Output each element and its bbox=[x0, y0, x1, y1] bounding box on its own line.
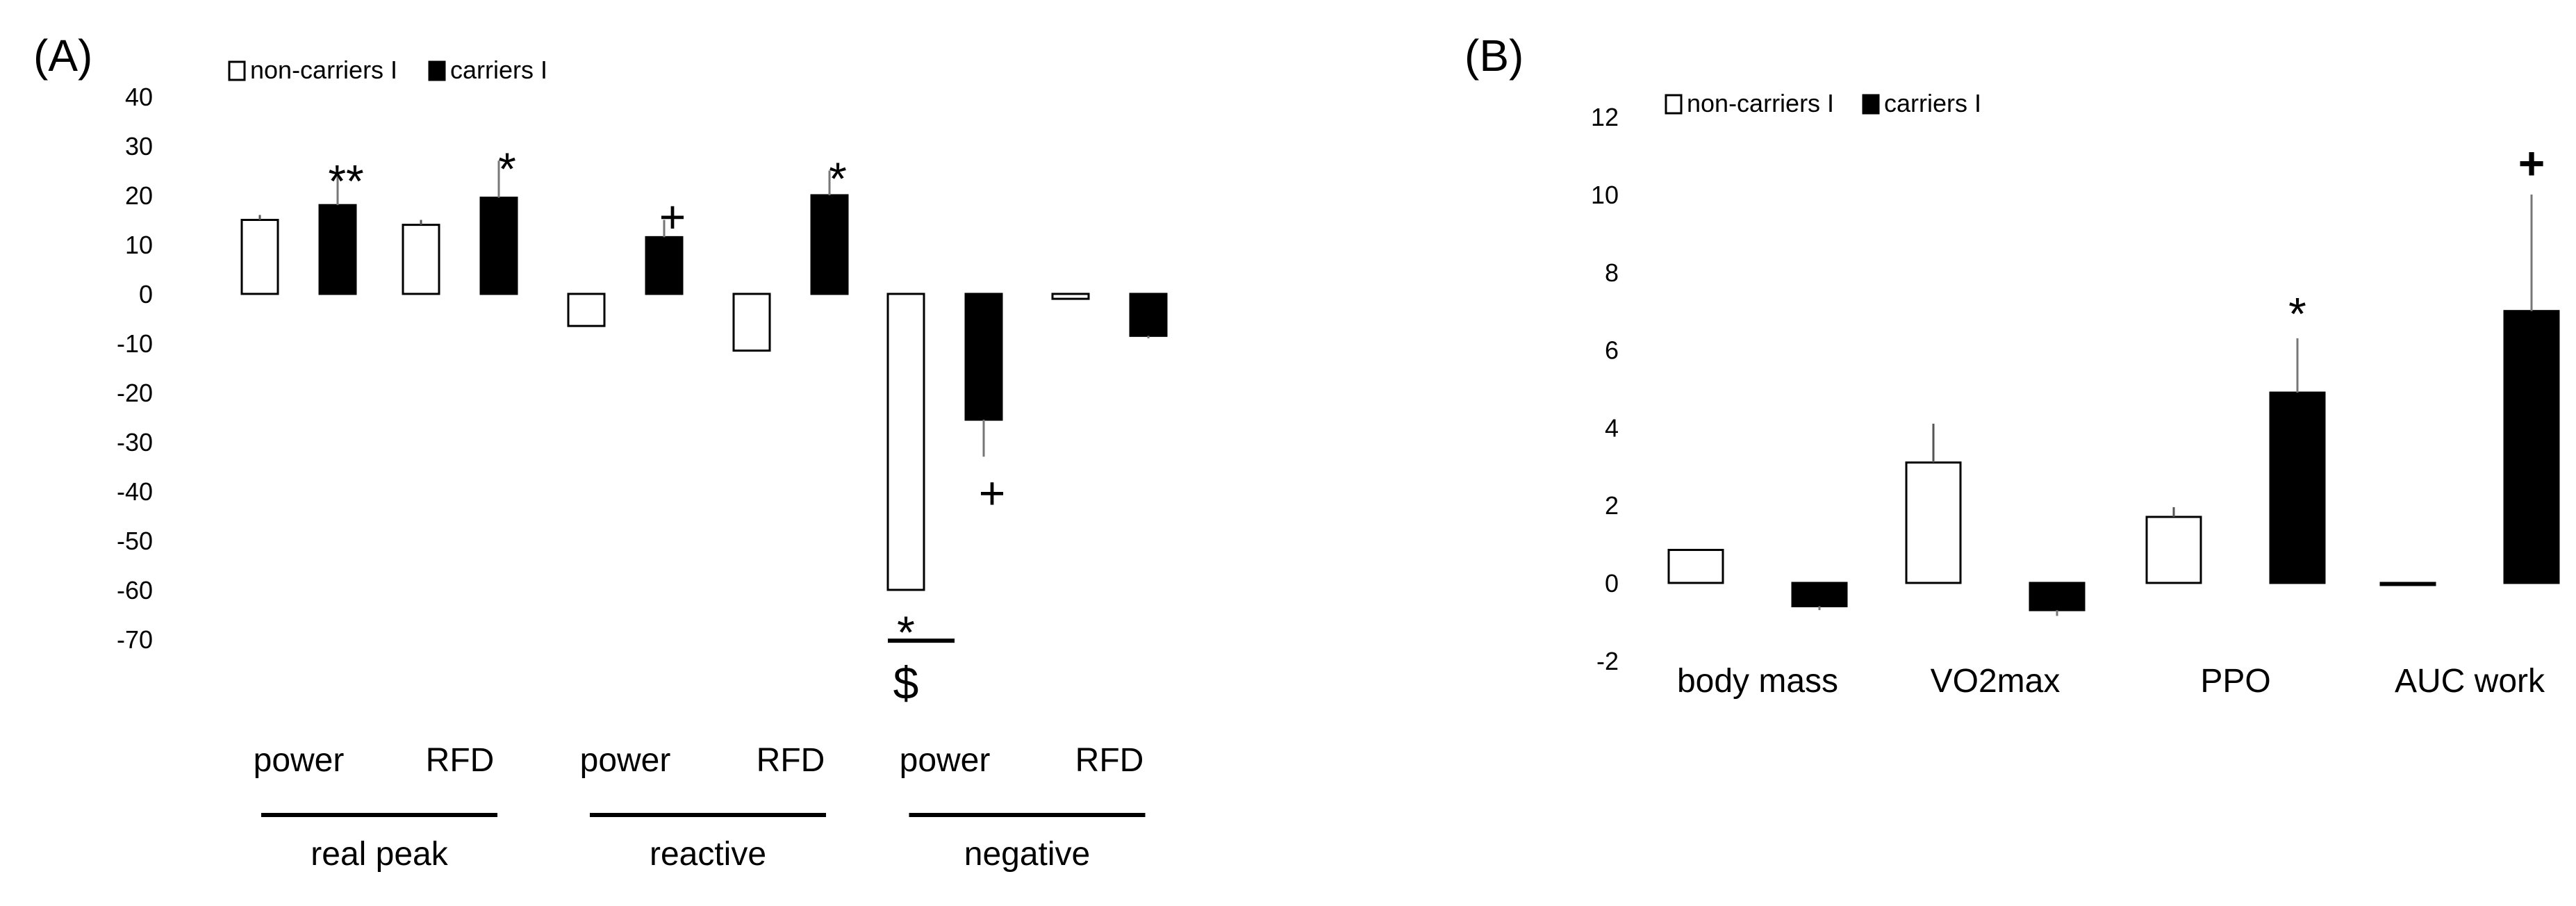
bar-carriers bbox=[964, 293, 1003, 421]
significance-marker: * bbox=[829, 153, 847, 204]
legend-item: carriers I bbox=[1862, 89, 1981, 117]
y-tick-label: 0 bbox=[139, 280, 153, 308]
legend-item: carriers I bbox=[428, 56, 547, 84]
y-tick-label: -20 bbox=[117, 379, 153, 407]
group-label: reactive bbox=[650, 836, 766, 873]
bar-non-carriers bbox=[1667, 548, 1724, 584]
x-category-label: PPO bbox=[2200, 663, 2270, 700]
group-label: negative bbox=[964, 836, 1090, 873]
x-category-label: AUC work bbox=[2395, 663, 2545, 700]
bar-carriers bbox=[2269, 391, 2326, 584]
legend-label: carriers I bbox=[450, 56, 547, 84]
y-tick-label: -70 bbox=[117, 625, 153, 654]
bar-carriers bbox=[318, 204, 357, 295]
legend: non-carriers I carriers I bbox=[228, 56, 547, 84]
x-category-label: RFD bbox=[757, 742, 825, 779]
y-tick-label: -40 bbox=[117, 477, 153, 506]
y-tick-label: 2 bbox=[1605, 491, 1619, 520]
x-category-label: power bbox=[900, 742, 991, 779]
legend-swatch bbox=[228, 60, 246, 81]
bar-non-carriers bbox=[886, 293, 925, 591]
bar-non-carriers bbox=[2145, 516, 2202, 584]
chart-panel-a: (A) 40 30 20 10 0 -10 -20 -30 -40 -50 -60 -70 non-car… bbox=[33, 31, 1168, 873]
bar-carriers bbox=[2503, 310, 2560, 584]
x-category-label: power bbox=[254, 742, 345, 779]
x-category-label: RFD bbox=[1075, 742, 1144, 779]
y-tick-label: -60 bbox=[117, 576, 153, 604]
bar-non-carriers bbox=[1905, 461, 1962, 584]
group-label: real peak bbox=[311, 836, 448, 873]
legend-label: carriers I bbox=[1884, 89, 1981, 117]
significance-marker: + bbox=[2518, 137, 2545, 188]
y-tick-label: 6 bbox=[1605, 336, 1619, 365]
y-tick-label: -2 bbox=[1596, 647, 1619, 675]
y-tick-label: 10 bbox=[125, 231, 153, 259]
significance-marker: * bbox=[897, 607, 915, 658]
legend-item: non-carriers I bbox=[228, 56, 397, 84]
significance-marker: + bbox=[659, 191, 686, 242]
significance-marker: * bbox=[498, 143, 516, 195]
x-category-label: power bbox=[580, 742, 671, 779]
bar-carriers bbox=[1129, 293, 1168, 337]
y-tick-label: 30 bbox=[125, 132, 153, 160]
x-category-label: VO2max bbox=[1931, 663, 2061, 700]
bar-carriers bbox=[479, 197, 518, 295]
bar-non-carriers bbox=[402, 224, 440, 295]
bar-carriers bbox=[1791, 582, 1848, 608]
chart-panel-b: (B) 12 10 8 6 4 2 0 -2 non-carriers I carriers I bo… bbox=[1464, 31, 2560, 700]
panel-label: (A) bbox=[33, 31, 92, 81]
significance-marker: ** bbox=[328, 156, 363, 207]
y-tick-label: 4 bbox=[1605, 413, 1619, 442]
significance-marker: * bbox=[2288, 288, 2306, 340]
legend-swatch bbox=[428, 60, 446, 81]
legend-swatch bbox=[1665, 94, 1683, 115]
bar-carriers bbox=[645, 236, 684, 295]
bar-carriers bbox=[2029, 582, 2086, 611]
y-tick-label: -30 bbox=[117, 428, 153, 456]
bar-carriers bbox=[810, 194, 849, 295]
panel-label: (B) bbox=[1464, 31, 1524, 81]
y-tick-label: -10 bbox=[117, 329, 153, 358]
legend-item: non-carriers I bbox=[1665, 89, 1834, 117]
legend-label: non-carriers I bbox=[1687, 89, 1834, 117]
significance-marker: $ bbox=[893, 657, 919, 709]
legend-label: non-carriers I bbox=[250, 56, 397, 84]
y-tick-label: 0 bbox=[1605, 569, 1619, 598]
y-tick-label: -50 bbox=[117, 527, 153, 555]
y-tick-label: 40 bbox=[125, 83, 153, 111]
x-category-label: body mass bbox=[1677, 663, 1838, 700]
y-tick-label: 12 bbox=[1591, 103, 1619, 131]
legend: non-carriers I carriers I bbox=[1665, 89, 1981, 117]
bar-non-carriers bbox=[732, 293, 771, 352]
significance-marker: + bbox=[979, 468, 1006, 519]
legend-swatch bbox=[1862, 94, 1880, 115]
bar-non-carriers bbox=[567, 293, 606, 327]
bar-non-carriers bbox=[1051, 293, 1090, 300]
bar-non-carriers bbox=[2379, 582, 2436, 586]
y-tick-label: 10 bbox=[1591, 181, 1619, 209]
y-tick-label: 8 bbox=[1605, 258, 1619, 287]
bar-non-carriers bbox=[240, 219, 279, 295]
y-tick-label: 20 bbox=[125, 181, 153, 210]
x-category-label: RFD bbox=[426, 742, 495, 779]
